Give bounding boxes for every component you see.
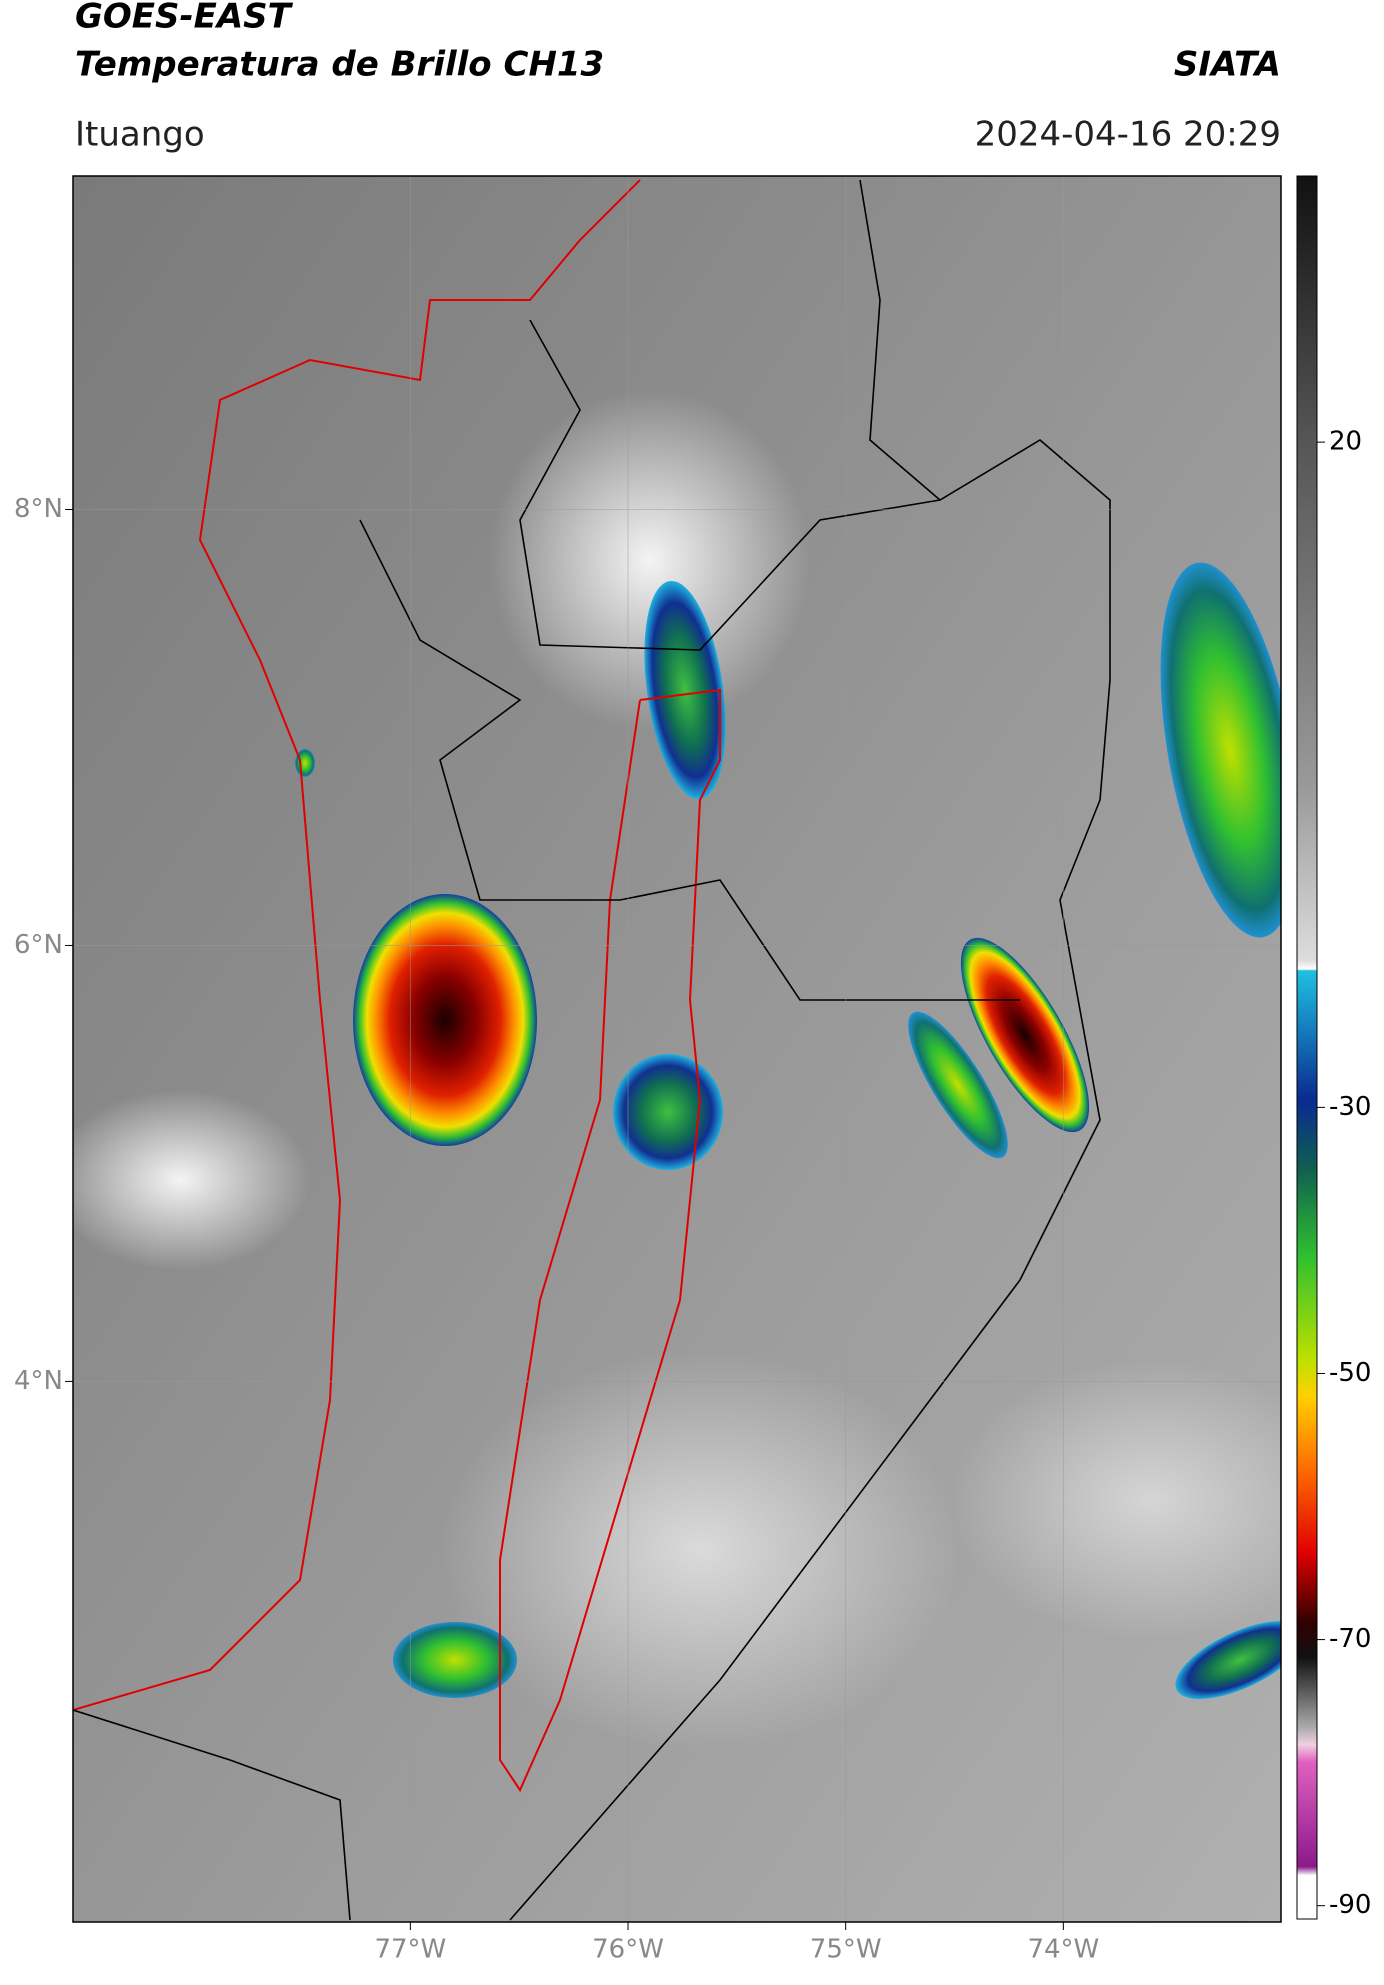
cold-cloud [1160, 562, 1281, 938]
map-frame [72, 175, 1282, 1923]
cloud [440, 1350, 960, 1750]
cold-cloud [908, 1011, 1008, 1159]
colorbar-tick-label: -70 [1329, 1624, 1371, 1654]
satellite-image [73, 176, 1281, 1922]
cold-cloud [1175, 1621, 1281, 1699]
cloud [490, 390, 810, 730]
colorbar-tick-label: -50 [1329, 1358, 1371, 1388]
y-tick-label: 6°N [14, 930, 63, 960]
x-tick-label: 74°W [1027, 1935, 1099, 1965]
source: SIATA [1174, 45, 1281, 85]
storm-cell [353, 894, 537, 1146]
colorbar-tick-label: 20 [1329, 427, 1362, 457]
location: Ituango [75, 115, 205, 155]
cloud [73, 1090, 310, 1270]
x-tick-label: 77°W [374, 1935, 446, 1965]
subtitle: Temperatura de Brillo CH13 [75, 45, 604, 85]
cloud [950, 1360, 1281, 1640]
cold-cloud [613, 1054, 723, 1170]
cold-cloud [393, 1622, 517, 1698]
admin-boundary [73, 179, 1111, 1921]
coastline [73, 179, 641, 1711]
colorbar-tick-label: -30 [1329, 1092, 1371, 1122]
y-tick-label: 8°N [14, 494, 63, 524]
x-tick-label: 75°W [810, 1935, 882, 1965]
y-tick-label: 4°N [14, 1366, 63, 1396]
boundary [499, 688, 721, 1793]
title: GOES-EAST [75, 0, 294, 37]
colorbar [1296, 175, 1318, 1920]
grid [73, 176, 1281, 1922]
cold-cloud [644, 580, 726, 800]
datetime: 2024-04-16 20:29 [975, 115, 1281, 155]
colorbar-tick-label: -90 [1329, 1890, 1371, 1920]
storm-cell [960, 937, 1090, 1133]
x-tick-label: 76°W [592, 1935, 664, 1965]
